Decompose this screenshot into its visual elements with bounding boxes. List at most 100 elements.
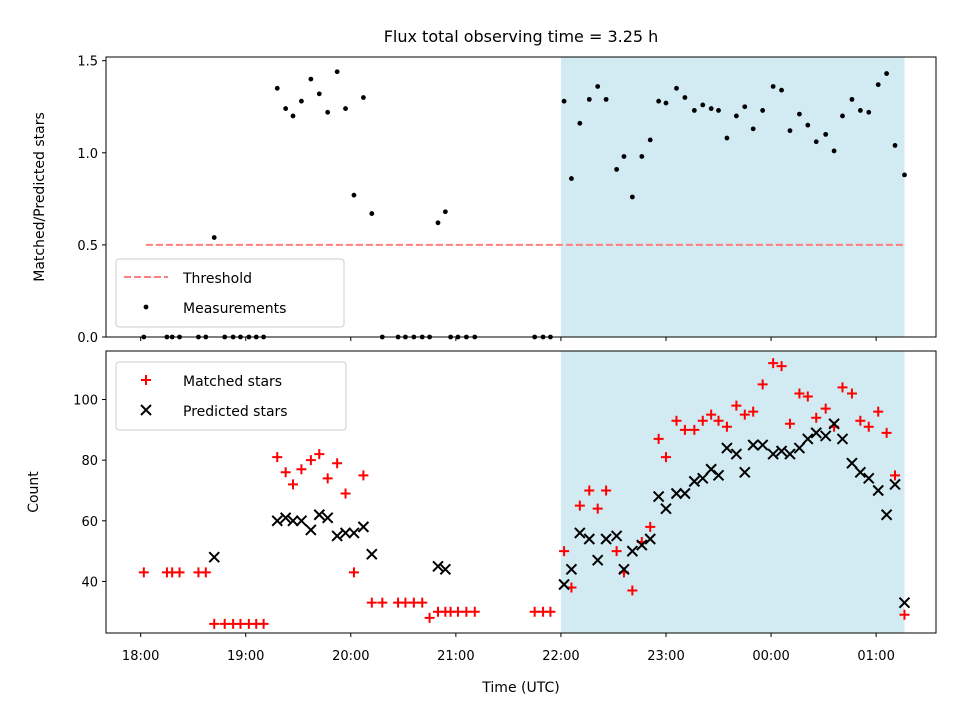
predicted-star-point — [610, 530, 623, 542]
matched-star-point — [601, 485, 612, 496]
matched-star-point — [461, 606, 472, 617]
measurement-point — [857, 108, 863, 113]
matched-star-point — [452, 606, 463, 617]
matched-star-point — [713, 415, 724, 426]
matched-star-point — [873, 406, 884, 417]
predicted-star-point — [793, 442, 806, 454]
matched-star-point — [611, 546, 622, 557]
predicted-star-point — [331, 530, 343, 542]
measurement-point — [840, 113, 845, 119]
x-tick-label: 19:00 — [227, 649, 264, 664]
legend-threshold-label: Threshold — [182, 271, 252, 287]
measurement-point — [569, 176, 574, 181]
top-y-tick-label: 0.0 — [77, 331, 98, 346]
measurement-point — [779, 87, 784, 93]
x-tick-label: 23:00 — [647, 649, 684, 664]
measurement-point — [211, 235, 217, 240]
measurement-point — [656, 98, 662, 104]
matched-star-point — [400, 597, 411, 608]
matched-star-point — [706, 409, 717, 420]
matched-star-point — [366, 597, 377, 608]
top-y-axis-label: Matched/Predicted stars — [32, 112, 48, 282]
matched-star-point — [584, 485, 595, 496]
bottom-legend-box — [115, 361, 347, 431]
measurement-point — [866, 109, 872, 115]
matched-star-point — [209, 618, 220, 629]
measurement-point — [663, 100, 669, 106]
predicted-star-point — [670, 487, 683, 500]
measurement-point — [875, 82, 881, 88]
measurement-point — [647, 137, 653, 143]
matched-star-point — [697, 415, 708, 426]
matched-star-point — [219, 618, 230, 629]
predicted-star-point — [366, 548, 378, 560]
count-panel: 40 60 80 100 18:00 19:00 20:00 21:00 22:00 23:00 0… — [73, 350, 937, 664]
predicted-star-point — [756, 439, 769, 451]
predicted-star-point — [747, 439, 759, 451]
predicted-star-point — [339, 527, 352, 539]
measurement-point — [442, 209, 448, 215]
measurement-point — [351, 192, 357, 198]
predicted-star-point — [271, 515, 283, 527]
predicted-star-point — [828, 418, 840, 430]
predicted-star-point — [357, 521, 370, 533]
legend-matched-swatch — [141, 375, 151, 385]
measurement-point — [724, 135, 730, 141]
measurement-point — [629, 194, 635, 200]
measurement-point — [283, 106, 289, 111]
measurement-point — [361, 95, 366, 100]
predicted-star-point — [767, 448, 779, 460]
measurement-point — [831, 148, 837, 154]
predicted-star-point — [872, 484, 884, 497]
x-tick-label: 22:00 — [542, 649, 579, 664]
bottom-axes-frame — [105, 350, 937, 634]
matched-star-point — [671, 415, 682, 426]
matched-star-point — [653, 433, 664, 444]
matched-star-point — [802, 391, 813, 402]
legend-measurements-swatch — [143, 304, 149, 310]
measurement-point — [369, 211, 375, 216]
measurement-point — [700, 102, 706, 108]
matched-star-point — [837, 382, 848, 393]
matched-star-point — [417, 597, 428, 608]
x-tick-label: 20:00 — [332, 649, 369, 664]
matched-star-point — [794, 388, 805, 399]
x-tick-label: 21:00 — [437, 649, 474, 664]
matched-star-point — [559, 546, 570, 557]
predicted-star-point — [636, 539, 648, 551]
bottom-y-tick-label: 60 — [81, 515, 98, 530]
predicted-star-point — [846, 457, 858, 469]
predicted-star-point — [313, 509, 325, 521]
top-axes-frame — [105, 56, 937, 338]
matched-star-point — [768, 358, 779, 369]
predicted-star-point — [279, 512, 292, 524]
top-y-tick-label: 1.5 — [77, 55, 98, 70]
predicted-star-point — [802, 433, 814, 445]
legend-matched-label: Matched stars — [183, 374, 282, 390]
bottom-observing-span — [560, 351, 905, 633]
matched-star-point — [424, 612, 435, 623]
matched-star-point — [288, 479, 299, 490]
legend-predicted-label: Predicted stars — [183, 404, 288, 420]
measurement-point — [334, 69, 340, 75]
predicted-star-point — [305, 524, 317, 536]
predicted-star-point — [583, 533, 595, 545]
predicted-star-point — [836, 433, 849, 445]
matched-star-point — [855, 415, 866, 426]
measurement-point — [682, 95, 688, 100]
matched-star-point — [890, 470, 901, 481]
predicted-star-point — [730, 448, 743, 460]
measurement-point — [849, 96, 855, 102]
predicted-star-point — [712, 469, 725, 482]
matched-star-point — [377, 597, 388, 608]
x-tick-label: 18:00 — [122, 649, 159, 664]
bottom-y-axis-label: Count — [26, 471, 42, 513]
measurement-point — [902, 172, 907, 178]
measurement-point — [316, 91, 322, 97]
legend-predicted-swatch — [140, 404, 152, 416]
measurement-point — [742, 104, 748, 110]
matched-star-point — [660, 452, 671, 463]
matched-star-point — [739, 409, 750, 420]
top-observing-span — [560, 57, 905, 337]
matched-star-point — [627, 585, 638, 596]
